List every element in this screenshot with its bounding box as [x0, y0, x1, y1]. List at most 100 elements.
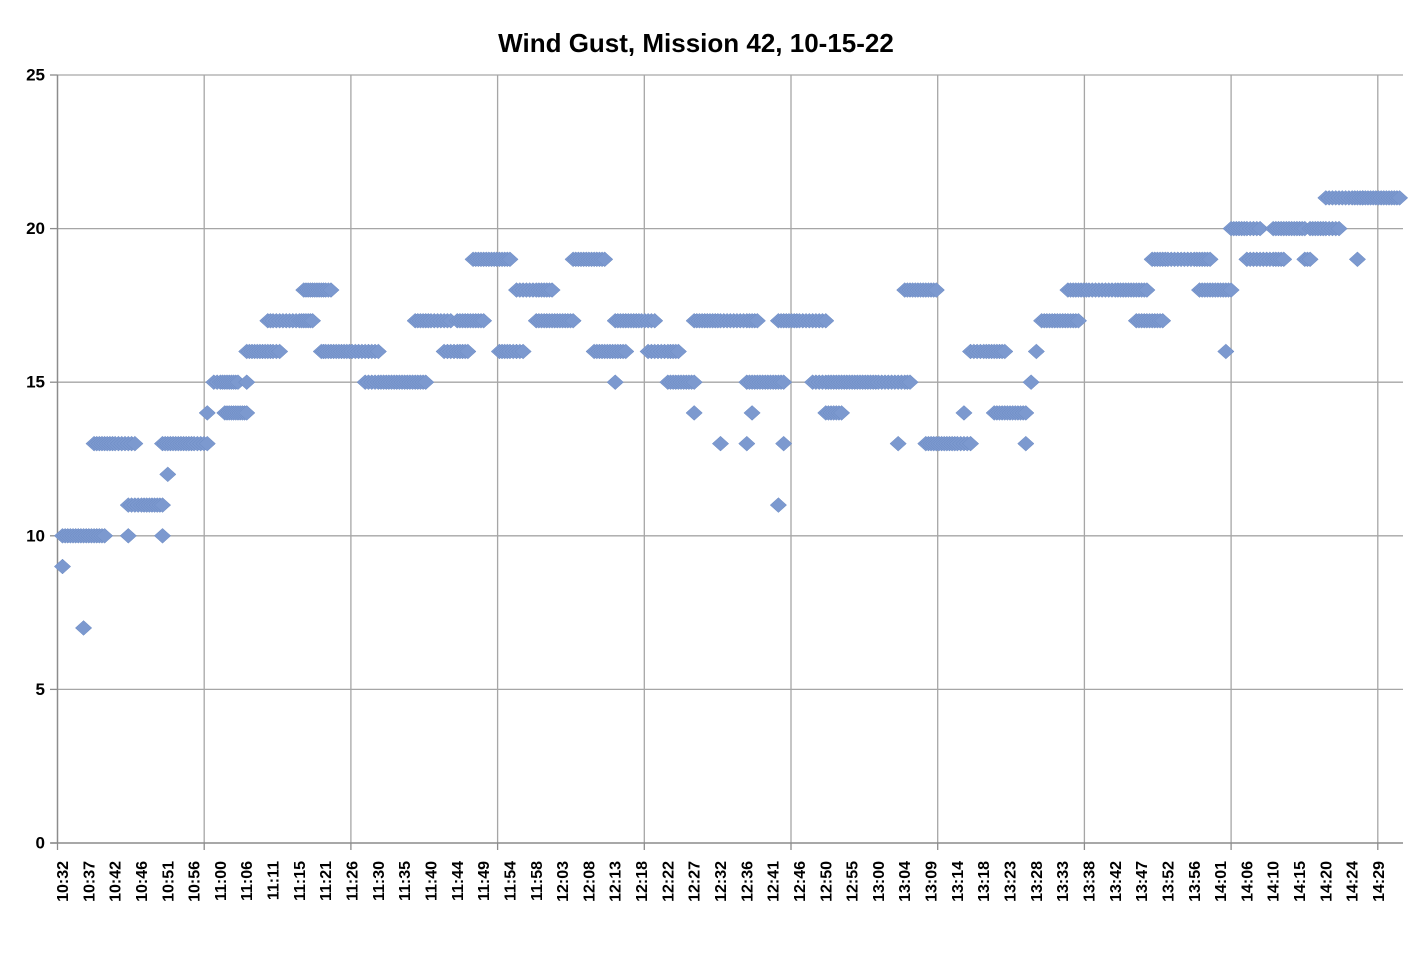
x-tick-label: 10:32 [55, 861, 72, 902]
x-tick-label: 10:56 [187, 861, 204, 902]
data-point-marker [1154, 313, 1172, 329]
x-tick-label: 13:38 [1081, 861, 1098, 902]
data-point-marker [501, 251, 519, 268]
x-tick-label: 10:42 [108, 861, 125, 902]
y-tick-label: 20 [26, 219, 45, 238]
x-tick-label: 12:13 [608, 861, 625, 902]
data-point-marker [417, 374, 435, 390]
x-tick-label: 13:52 [1160, 861, 1177, 902]
x-tick-label: 11:11 [266, 861, 283, 900]
x-tick-label: 13:09 [924, 861, 941, 902]
data-point-marker [1217, 343, 1235, 360]
x-tick-label: 12:03 [555, 861, 572, 902]
data-point-marker [322, 282, 340, 298]
y-tick-label: 5 [36, 680, 45, 699]
x-tick-label: 11:00 [213, 861, 230, 901]
x-tick-label: 12:46 [792, 861, 809, 902]
data-point-marker [1017, 435, 1035, 452]
x-tick-label: 14:20 [1318, 861, 1335, 902]
x-tick-label: 13:00 [871, 861, 888, 902]
data-point-marker [596, 251, 614, 268]
y-tick-label: 25 [26, 66, 45, 85]
x-tick-label: 11:30 [371, 861, 388, 901]
data-point-marker [748, 313, 766, 329]
data-point-marker [775, 374, 793, 390]
x-tick-label: 10:37 [81, 861, 98, 902]
data-point-marker [927, 282, 945, 298]
data-point-marker [1222, 282, 1240, 298]
data-point-marker [1348, 251, 1367, 268]
data-point-marker [271, 343, 289, 360]
data-point-marker [153, 528, 172, 544]
x-tick-label: 12:18 [634, 861, 651, 902]
y-tick-label: 10 [26, 526, 45, 545]
x-tick-label: 11:26 [345, 861, 362, 901]
data-point-marker [119, 528, 137, 544]
x-tick-label: 11:49 [476, 861, 493, 901]
data-point-marker [126, 435, 144, 452]
x-tick-label: 12:36 [739, 861, 756, 902]
data-point-marker [617, 343, 635, 360]
x-tick-label: 11:35 [397, 861, 414, 901]
data-point-marker [606, 374, 624, 390]
data-point-marker [817, 313, 835, 329]
data-point-marker [303, 313, 322, 329]
x-tick-label: 12:27 [687, 861, 704, 902]
x-tick-label: 13:33 [1055, 861, 1072, 902]
x-tick-label: 11:40 [423, 861, 440, 901]
x-tick-label: 13:04 [897, 861, 914, 902]
data-point-marker [1390, 190, 1409, 206]
x-tick-label: 14:06 [1239, 861, 1256, 902]
data-point-marker [832, 405, 851, 421]
data-point-marker [238, 374, 256, 390]
data-point-marker [775, 435, 793, 452]
data-point-marker [514, 343, 532, 360]
data-point-marker [1138, 282, 1156, 298]
x-tick-label: 12:08 [581, 861, 598, 902]
x-tick-label: 13:23 [1003, 861, 1020, 902]
data-point-marker [1022, 374, 1040, 390]
data-point-marker [1301, 251, 1319, 268]
x-tick-label: 14:15 [1292, 861, 1309, 902]
data-point-marker [159, 466, 177, 483]
data-point-marker [74, 620, 93, 636]
data-point-marker [369, 343, 387, 360]
x-tick-label: 13:56 [1187, 861, 1204, 902]
x-tick-label: 13:14 [950, 861, 967, 902]
data-point-marker [646, 313, 664, 329]
data-point-marker [961, 435, 980, 452]
data-point-marker [996, 343, 1014, 360]
data-point-marker [198, 405, 216, 421]
x-tick-label: 11:58 [529, 861, 546, 901]
x-tick-label: 14:24 [1345, 861, 1362, 902]
x-tick-label: 13:47 [1134, 861, 1151, 902]
data-point-marker [459, 343, 477, 360]
x-tick-label: 12:32 [713, 861, 730, 902]
data-point-marker [669, 343, 687, 360]
data-point-marker [685, 374, 703, 390]
data-point-marker [1201, 251, 1219, 268]
x-tick-label: 11:06 [239, 861, 256, 901]
data-point-marker [96, 528, 114, 544]
x-tick-label: 12:22 [660, 861, 677, 902]
data-point-marker [743, 405, 761, 421]
data-point-marker [738, 435, 756, 452]
data-point-marker [53, 558, 72, 575]
x-tick-label: 12:41 [766, 861, 783, 902]
x-tick-label: 14:29 [1371, 861, 1388, 902]
data-point-marker [1330, 220, 1348, 237]
chart-title: Wind Gust, Mission 42, 10-15-22 [498, 28, 894, 58]
data-point-marker [1275, 251, 1293, 268]
data-point-marker [543, 282, 561, 298]
x-tick-label: 14:01 [1213, 861, 1230, 902]
data-point-marker [769, 497, 787, 513]
data-point-marker [238, 405, 256, 421]
x-tick-label: 12:55 [845, 861, 862, 902]
x-tick-label: 13:18 [976, 861, 993, 902]
data-point-marker [153, 497, 172, 513]
data-point-marker [901, 374, 919, 390]
x-tick-label: 10:51 [160, 861, 177, 902]
x-tick-label: 10:46 [134, 861, 151, 902]
